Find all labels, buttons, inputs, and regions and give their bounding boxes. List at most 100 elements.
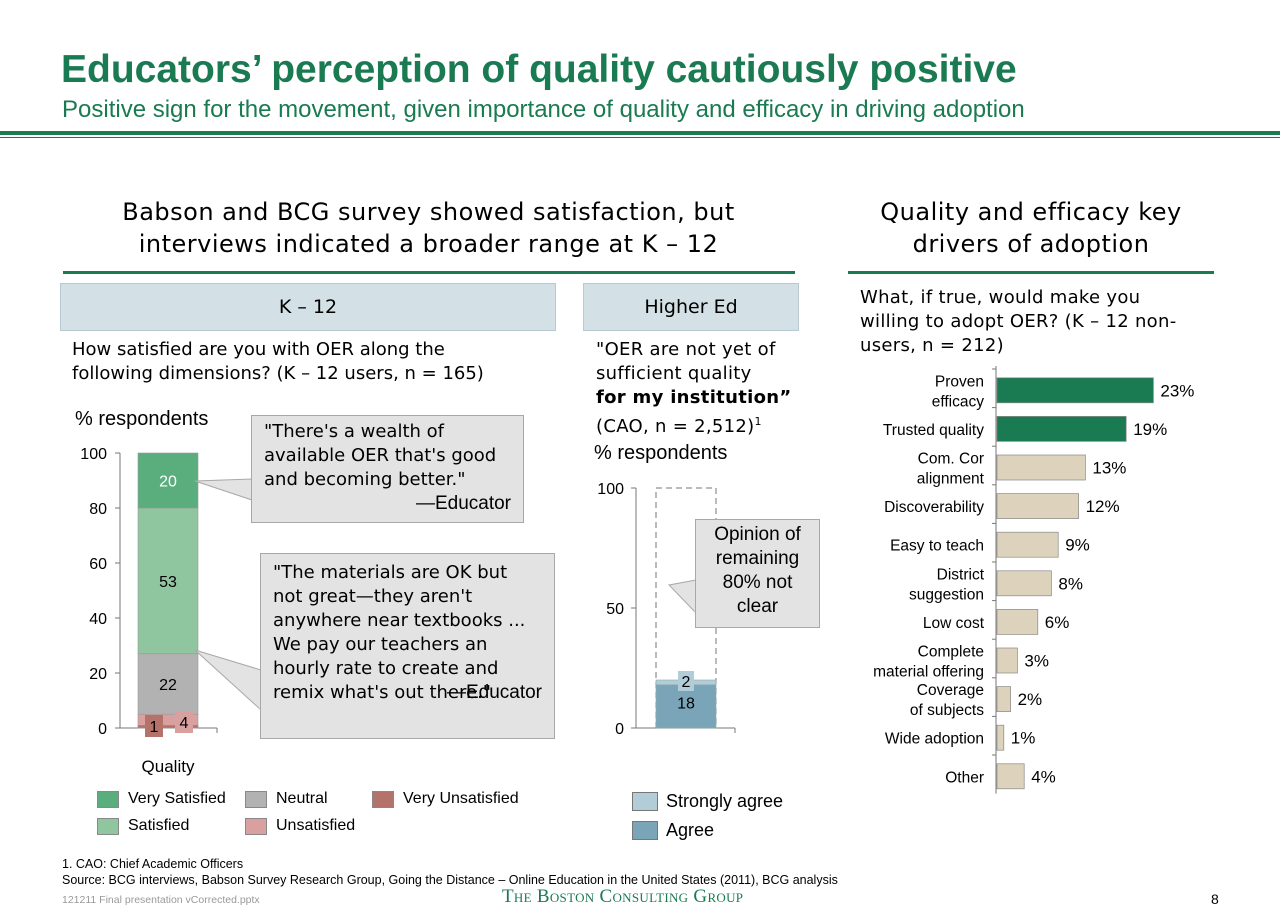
- category-label: alignment: [917, 471, 985, 488]
- bar-value-label: 13%: [1092, 459, 1126, 478]
- source-note: Source: BCG interviews, Babson Survey Re…: [62, 873, 838, 887]
- quote1-line: "There's a wealth of: [264, 421, 444, 442]
- tab-higher-ed: Higher Ed: [583, 283, 799, 331]
- bar-segment: [137, 507, 199, 655]
- legend-swatch: [245, 817, 267, 835]
- quote1-attribution: —Educator: [415, 493, 511, 514]
- bar-segment: [137, 724, 199, 729]
- y-tick-label: 100: [597, 481, 624, 498]
- left-heading-line2: interviews indicated a broader range at …: [138, 230, 719, 258]
- file-name: 121211 Final presentation vCorrected.ppt…: [62, 894, 260, 906]
- bar: [996, 531, 1059, 558]
- y-tick-label: 50: [606, 601, 624, 618]
- k12-legend: Very Satisfied Satisfied Neutral Unsatis…: [97, 790, 567, 840]
- left-heading-line1: Babson and BCG survey showed satisfactio…: [122, 198, 735, 226]
- quote2-line: remix what's out there.": [273, 682, 492, 703]
- callout-line: Opinion of: [714, 524, 801, 545]
- left-heading-rule: [63, 271, 795, 274]
- bar-value-label: 23%: [1160, 381, 1194, 400]
- higher-ed-quote: "OER are not yet of sufficient quality f…: [596, 338, 796, 439]
- legend-swatch: [97, 790, 119, 808]
- bar: [996, 647, 1018, 674]
- header-rule: [0, 131, 1280, 135]
- bcg-logo: The Boston Consulting Group: [502, 886, 744, 907]
- k12-question-line1: How satisfied are you with OER along the: [72, 339, 445, 360]
- legend-label: Satisfied: [128, 817, 190, 834]
- legend-label: Strongly agree: [666, 791, 784, 811]
- category-label: Trusted quality: [883, 422, 984, 439]
- bar-segment: [137, 452, 199, 509]
- quote2-line: anywhere near textbooks ...: [273, 610, 526, 631]
- k12-satisfaction-chart: 0 20 40 60 80 100 22 53 20 1 4 Quality: [80, 446, 218, 776]
- bar: [996, 454, 1086, 481]
- bar: [996, 493, 1079, 519]
- bar: [996, 377, 1154, 404]
- page-subtitle: Positive sign for the movement, given im…: [62, 96, 1025, 123]
- quote1-line: and becoming better.": [264, 469, 466, 490]
- page-title: Educators’ perception of quality cautiou…: [61, 48, 1017, 91]
- higher-ed-quote-line4: (CAO, n = 2,512): [596, 416, 755, 437]
- bar-value-label: 2: [682, 674, 691, 691]
- y-tick-label: 80: [89, 501, 107, 518]
- header-rule-thin: [0, 137, 1280, 138]
- right-heading-rule: [848, 271, 1214, 274]
- legend-unsatisfied: Unsatisfied: [245, 817, 355, 835]
- adoption-question: What, if true, would make you willing to…: [860, 286, 1210, 358]
- higher-ed-quote-line3: for my institution”: [596, 387, 792, 408]
- legend-label: Very Satisfied: [128, 790, 226, 807]
- category-label: Complete: [918, 644, 984, 661]
- bar-value-label: 9%: [1065, 536, 1090, 555]
- category-label: Discoverability: [884, 499, 984, 516]
- footnote: 1. CAO: Chief Academic Officers: [62, 857, 244, 871]
- bar: [996, 570, 1052, 597]
- bar: [996, 609, 1039, 635]
- category-label: Other: [945, 769, 984, 786]
- bar-segment: [655, 684, 717, 729]
- category-label: Low cost: [923, 615, 985, 632]
- value-label-box: [175, 711, 193, 733]
- bar: [996, 416, 1127, 442]
- category-label: of subjects: [910, 702, 984, 719]
- adoption-question-line2: willing to adopt OER? (K – 12 non-: [860, 311, 1177, 332]
- quote2-line: "The materials are OK but: [273, 562, 508, 583]
- higher-ed-quote-line4-wrap: (CAO, n = 2,512)1: [596, 410, 796, 439]
- bar-value-label: 1%: [1011, 729, 1036, 748]
- right-heading-line1: Quality and efficacy key: [880, 198, 1182, 226]
- k12-question-line2: following dimensions? (K – 12 users, n =…: [72, 363, 484, 384]
- bar: [996, 763, 1025, 790]
- category-label: efficacy: [932, 393, 985, 410]
- left-section-heading: Babson and BCG survey showed satisfactio…: [62, 196, 795, 260]
- adoption-drivers-chart: 23% Proven efficacy 19% Trusted quality 13% Co…: [873, 366, 1194, 794]
- legend-label: Unsatisfied: [276, 817, 356, 834]
- bar-value-label: 53: [159, 574, 177, 591]
- legend-agree: Agree: [632, 820, 714, 841]
- legend-swatch: [632, 792, 658, 811]
- bar-value-label: 1: [150, 719, 159, 736]
- opinion-callout: Opinion of remaining 80% not clear: [695, 519, 820, 628]
- right-heading-line2: drivers of adoption: [912, 230, 1150, 258]
- legend-very-satisfied: Very Satisfied: [97, 790, 226, 808]
- bar-value-label: 18: [677, 695, 695, 712]
- callout-line: remaining: [715, 548, 800, 569]
- callout-line: clear: [736, 596, 779, 617]
- legend-very-unsatisfied: Very Unsatisfied: [372, 790, 519, 808]
- legend-strongly-agree: Strongly agree: [632, 791, 783, 812]
- bar-value-label: 4: [180, 715, 189, 732]
- higher-ed-agreement-chart: 0 50 100 18 2: [597, 481, 736, 738]
- quote-callout-2: "The materials are OK but not great—they…: [260, 553, 555, 739]
- legend-satisfied: Satisfied: [97, 817, 189, 835]
- category-label: suggestion: [909, 586, 984, 603]
- value-label-box: [678, 671, 694, 691]
- bar-value-label: 6%: [1045, 613, 1070, 632]
- higher-ed-y-axis-label: % respondents: [594, 442, 728, 464]
- quote-callout-1: "There's a wealth of available OER that'…: [251, 415, 524, 523]
- legend-label: Agree: [666, 820, 715, 840]
- legend-swatch: [97, 817, 119, 835]
- higher-ed-quote-line2: sufficient quality: [596, 363, 752, 384]
- higher-ed-quote-line1: "OER are not yet of: [596, 339, 776, 360]
- legend-swatch: [632, 821, 658, 840]
- footnote-marker: 1: [754, 415, 762, 428]
- adoption-question-line1: What, if true, would make you: [860, 287, 1141, 308]
- tab-k12-label: K – 12: [278, 296, 338, 318]
- category-label: Com. Cor: [918, 451, 984, 468]
